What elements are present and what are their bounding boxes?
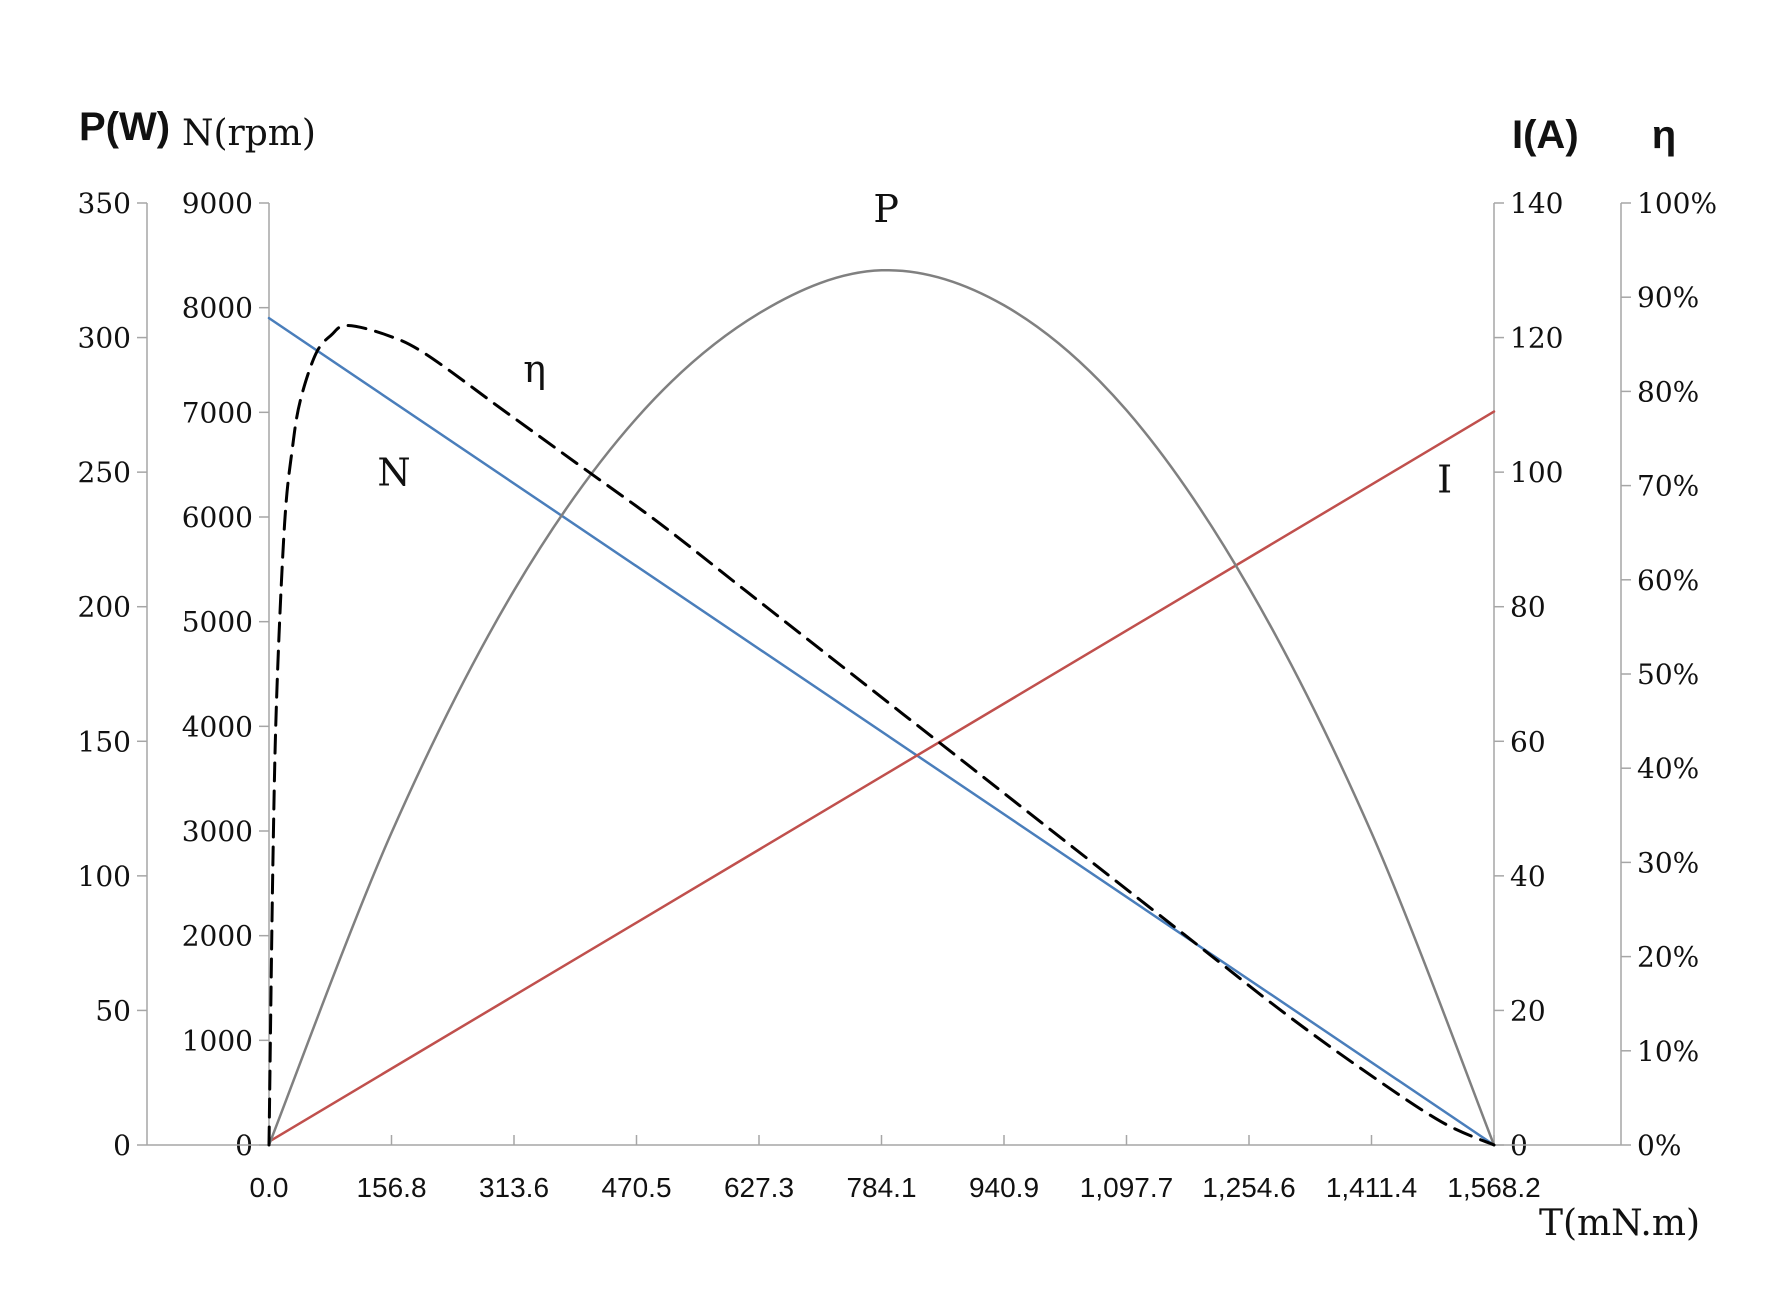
x-tick-label: 1,097.7 <box>1080 1172 1173 1203</box>
labels-layer: P(W) N(rpm) I(A) η T(mN.m) Nη P I <box>79 105 1700 1244</box>
x-tick-label: 313.6 <box>479 1172 549 1203</box>
series-label-P: P <box>873 187 899 231</box>
tick-label-P: 0 <box>113 1129 131 1162</box>
tick-label-eta: 90% <box>1637 281 1699 314</box>
tick-label-N: 1000 <box>182 1024 253 1057</box>
series-line-I <box>267 410 1496 1143</box>
tick-label-N: 7000 <box>182 396 253 429</box>
axis-title-I: I(A) <box>1512 113 1579 157</box>
series-label-eta: η <box>523 347 546 391</box>
series-label-N: N <box>377 451 410 495</box>
tick-label-N: 4000 <box>182 710 253 743</box>
series-line-P <box>267 268 1496 1147</box>
tick-label-P: 250 <box>78 456 131 489</box>
tick-label-eta: 80% <box>1637 375 1699 408</box>
x-tick-label: 1,254.6 <box>1202 1172 1295 1203</box>
x-tick-label: 1,411.4 <box>1326 1172 1417 1203</box>
series-line-N <box>267 316 1496 1147</box>
tick-label-eta: 50% <box>1637 658 1699 691</box>
x-tick-label: 1,568.2 <box>1447 1172 1540 1203</box>
tick-label-P: 150 <box>78 725 131 758</box>
x-tick-label: 470.5 <box>601 1172 671 1203</box>
tick-label-P: 200 <box>78 591 131 624</box>
tick-label-N: 5000 <box>182 606 253 639</box>
axes-layer: 0501001502002503003500100020003000400050… <box>78 187 1718 1203</box>
tick-label-N: 2000 <box>182 920 253 953</box>
tick-label-N: 3000 <box>182 815 253 848</box>
tick-label-I: 140 <box>1510 187 1563 220</box>
x-tick-label: 940.9 <box>969 1172 1039 1203</box>
tick-label-I: 100 <box>1510 456 1563 489</box>
series-line-eta <box>267 323 1496 1147</box>
tick-label-I: 40 <box>1510 860 1546 893</box>
x-tick-label: 0.0 <box>250 1172 289 1203</box>
tick-label-eta: 10% <box>1637 1035 1699 1068</box>
axis-title-N: N(rpm) <box>182 113 316 154</box>
tick-label-P: 50 <box>95 994 131 1027</box>
tick-label-N: 6000 <box>182 501 253 534</box>
series-layer <box>267 268 1496 1147</box>
x-axis-title: T(mN.m) <box>1539 1203 1700 1244</box>
x-tick-label: 627.3 <box>724 1172 794 1203</box>
tick-label-I: 20 <box>1510 994 1546 1027</box>
tick-label-P: 350 <box>78 187 131 220</box>
tick-label-N: 8000 <box>182 292 253 325</box>
axis-title-eta: η <box>1652 113 1676 157</box>
tick-label-eta: 30% <box>1637 846 1699 879</box>
tick-label-I: 80 <box>1510 591 1546 624</box>
tick-label-eta: 100% <box>1637 187 1717 220</box>
x-tick-label: 784.1 <box>846 1172 916 1203</box>
tick-label-eta: 40% <box>1637 752 1699 785</box>
tick-label-eta: 0% <box>1637 1129 1681 1162</box>
tick-label-P: 300 <box>78 322 131 355</box>
tick-label-I: 120 <box>1510 322 1563 355</box>
series-label-I: I <box>1437 457 1452 501</box>
tick-label-P: 100 <box>78 860 131 893</box>
x-tick-label: 156.8 <box>356 1172 426 1203</box>
tick-label-I: 60 <box>1510 725 1546 758</box>
axis-title-P: P(W) <box>79 105 170 149</box>
tick-label-eta: 70% <box>1637 470 1699 503</box>
tick-label-N: 9000 <box>182 187 253 220</box>
tick-label-eta: 20% <box>1637 941 1699 974</box>
tick-label-eta: 60% <box>1637 564 1699 597</box>
